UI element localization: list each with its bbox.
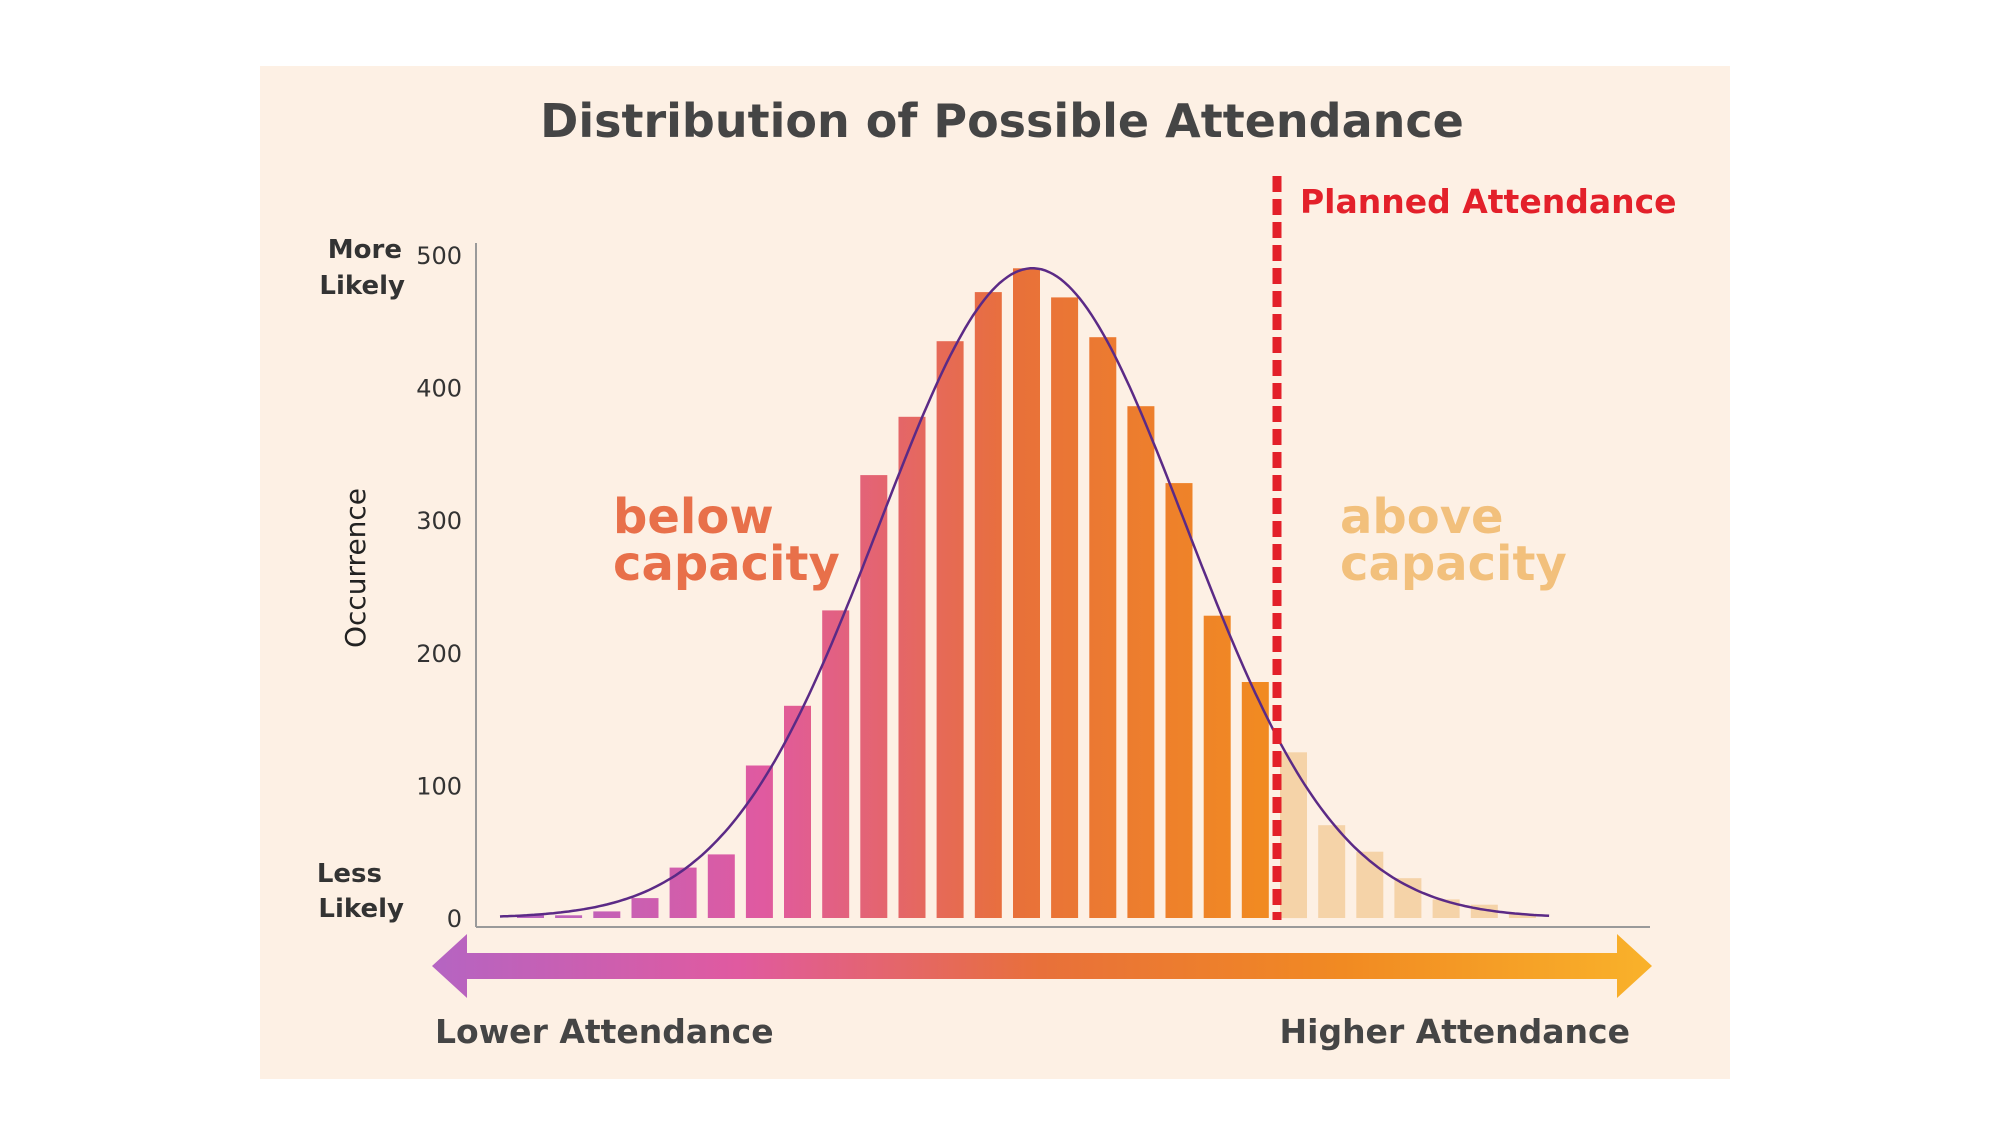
bar (1127, 406, 1155, 918)
bar (1241, 682, 1269, 918)
bar (745, 765, 773, 918)
bar (707, 854, 735, 918)
y-ticks-group: 0 100 200 300 400 500 (416, 242, 462, 933)
chart-title: Distribution of Possible Attendance (540, 94, 1464, 148)
bar (555, 915, 583, 918)
bar (898, 416, 926, 918)
bar (1280, 752, 1307, 919)
y-top-label-line2: Likely (319, 271, 405, 301)
bar (1089, 337, 1117, 918)
bar (631, 898, 659, 918)
bar (1013, 268, 1040, 918)
y-tick-label: 100 (416, 772, 462, 800)
y-tick-label: 400 (416, 375, 462, 403)
normal-curve (499, 267, 1550, 918)
above-capacity-label-line2: capacity (1340, 536, 1567, 592)
y-tick-label: 300 (416, 507, 462, 535)
below-capacity-label-line2: capacity (613, 536, 840, 592)
bar (822, 610, 850, 918)
bar (1051, 297, 1079, 918)
bar (517, 915, 544, 918)
y-axis-title: Occurrence (339, 488, 372, 648)
bar (1165, 483, 1193, 918)
y-bottom-label-line1: Less (317, 859, 382, 889)
bar (974, 292, 1002, 919)
bar (860, 475, 888, 918)
y-top-label-line1: More (328, 235, 402, 265)
planned-attendance-label: Planned Attendance (1300, 182, 1677, 221)
bar (593, 911, 621, 918)
bar (1508, 914, 1536, 918)
higher-attendance-label: Higher Attendance (1280, 1012, 1630, 1051)
attendance-arrow (432, 934, 1652, 998)
bar (1203, 615, 1231, 918)
bar (1356, 851, 1384, 918)
bars-group (517, 268, 1536, 919)
y-bottom-label-line2: Likely (318, 894, 404, 924)
bar (936, 341, 964, 918)
bar (1318, 825, 1346, 918)
below-capacity-label-line1: below (613, 489, 774, 545)
y-tick-label: 200 (416, 640, 462, 668)
y-tick-label: 0 (447, 905, 462, 933)
bar (1394, 878, 1422, 918)
above-capacity-label-line1: above (1340, 489, 1504, 545)
bar (784, 705, 811, 918)
lower-attendance-label: Lower Attendance (435, 1012, 774, 1051)
y-tick-label: 500 (416, 242, 462, 270)
